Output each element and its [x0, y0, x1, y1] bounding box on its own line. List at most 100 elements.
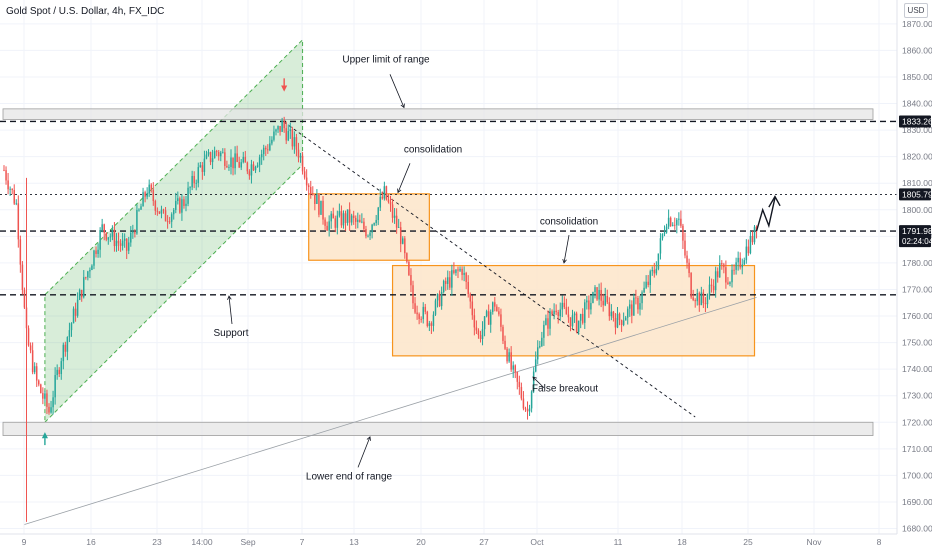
candle-body: [442, 280, 445, 292]
candle-body: [612, 311, 615, 319]
projection-arrowhead: [768, 195, 781, 208]
candle-body: [70, 323, 73, 331]
candle-body: [328, 221, 330, 231]
candle-body: [530, 391, 533, 409]
candle-body: [698, 293, 701, 306]
candle-body: [620, 320, 623, 325]
candle-body: [127, 242, 130, 251]
candle-body: [87, 271, 89, 278]
candle-body: [338, 211, 341, 216]
candle-body: [438, 293, 441, 307]
annotation-label: Upper limit of range: [342, 54, 430, 65]
candle-body: [418, 314, 420, 319]
down-arrow-icon: [281, 85, 288, 92]
candle-body: [25, 307, 28, 329]
candle-body: [191, 175, 193, 188]
candle-body: [745, 246, 748, 261]
candle-body: [626, 308, 629, 318]
candle-body: [414, 303, 416, 313]
candle-body: [93, 250, 95, 266]
candle-body: [704, 303, 707, 305]
candle-body: [655, 268, 658, 274]
candle-body: [103, 224, 105, 233]
candle-body: [581, 313, 584, 323]
annotation-pointer: [389, 74, 405, 108]
candle-body: [76, 299, 79, 316]
candle-body: [279, 125, 281, 132]
candle-body: [50, 407, 52, 413]
candle-body: [569, 317, 572, 327]
price-level-tag-text: 1833.26: [902, 116, 932, 126]
candle-body: [283, 120, 285, 129]
candle-body: [23, 289, 26, 308]
candle-body: [85, 277, 87, 279]
candle-body: [97, 249, 99, 254]
candle-body: [74, 308, 77, 316]
candle-body: [152, 189, 155, 202]
candle-body: [631, 304, 633, 316]
candle-body: [395, 215, 398, 228]
x-tick-label: 20: [416, 537, 426, 547]
candle-body: [428, 323, 431, 327]
candle-body: [334, 218, 337, 228]
candle-body: [653, 269, 656, 274]
candle-body: [739, 257, 741, 268]
candle-body: [275, 129, 277, 132]
candle-body: [590, 303, 592, 310]
annotation-pointer: [397, 163, 411, 193]
candle-body: [440, 291, 443, 307]
candle-body: [432, 314, 435, 326]
candle-body: [125, 238, 128, 251]
candle-body: [352, 215, 355, 218]
candle-body: [154, 201, 157, 211]
y-tick-label: 1870.00: [902, 19, 932, 29]
annotation-arrowhead: [562, 258, 567, 264]
candle-body: [350, 215, 353, 223]
candle-body: [99, 230, 101, 250]
candle-body: [551, 311, 553, 315]
candle-body: [674, 224, 676, 226]
candle-body: [457, 269, 459, 271]
x-tick-label: 13: [349, 537, 359, 547]
candle-body: [393, 215, 396, 218]
candle-body: [469, 294, 472, 302]
candle-body: [332, 213, 334, 219]
candle-body: [166, 221, 169, 223]
candle-body: [123, 238, 126, 241]
candle-body: [322, 200, 324, 220]
candle-body: [83, 277, 85, 298]
candle-body: [455, 269, 457, 273]
price-axis-bg: [897, 0, 932, 550]
candle-body: [733, 269, 735, 271]
candle-body: [293, 137, 296, 147]
candle-body: [236, 153, 238, 162]
candle-body: [305, 177, 308, 186]
last-price-text: 1791.98: [902, 226, 932, 236]
candle-body: [479, 334, 482, 340]
candle-body: [60, 361, 63, 375]
price-level-tag-text: 1805.79: [902, 189, 932, 199]
candle-body: [162, 209, 165, 211]
candle-body: [671, 224, 674, 226]
annotation-label: False breakout: [532, 384, 598, 395]
candle-body: [207, 152, 210, 155]
candle-body: [115, 240, 118, 247]
candle-body: [101, 224, 103, 231]
candles: [3, 116, 758, 522]
last-price-tag: [899, 225, 931, 248]
currency-badge[interactable]: USD: [904, 3, 928, 18]
candle-body: [201, 165, 204, 172]
candle-body: [146, 193, 148, 197]
candle-body: [72, 308, 75, 324]
candle-body: [680, 218, 682, 226]
candle-body: [258, 157, 261, 166]
candle-body: [399, 227, 402, 244]
candle-body: [111, 229, 114, 237]
candle-body: [639, 303, 641, 310]
candle-body: [577, 320, 580, 332]
candle-body: [573, 313, 576, 316]
candle-body: [240, 162, 242, 168]
candle-body: [66, 337, 69, 352]
